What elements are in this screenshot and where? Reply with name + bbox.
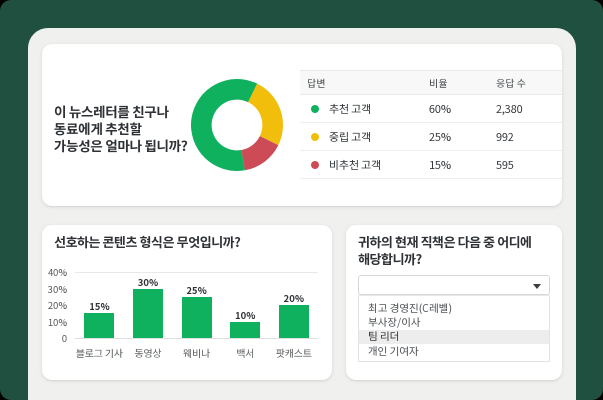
legend-dot-detractor — [311, 160, 319, 169]
content-format-title: 선호하는 콘텐츠 형식은 무엇입니까? — [54, 232, 241, 251]
bar-블로그 기사 — [84, 313, 115, 338]
gridline-40pct — [75, 272, 318, 273]
dropdown-option-1[interactable]: 최고 경영진(C레벨) — [368, 300, 452, 316]
y-tick-label: 30% — [47, 281, 67, 296]
row-percent: 60% — [429, 100, 451, 117]
table-row: 추천 고객 60% 2,380 — [300, 95, 562, 123]
row-percent: 15% — [429, 156, 451, 173]
nps-donut-chart — [191, 79, 283, 171]
y-tick-label: 10% — [47, 314, 67, 329]
chevron-down-icon — [533, 284, 541, 289]
row-answer-cell: 추천 고객 — [300, 101, 429, 117]
bar-value-label: 30% — [137, 274, 159, 289]
bar-동영상 — [132, 288, 163, 338]
y-tick-label: 20% — [47, 298, 67, 312]
nps-question-line1: 이 뉴스레터를 친구나 — [54, 101, 169, 121]
row-label: 비추천 고객 — [329, 156, 381, 173]
bar-value-label: 15% — [89, 299, 110, 314]
bar-category-label: 웨비나 — [183, 345, 210, 360]
donut-segment-추천 고객 — [191, 79, 258, 171]
dropdown-option-4[interactable]: 개인 기여자 — [368, 343, 419, 359]
y-tick-label: 0 — [61, 331, 67, 345]
row-answer-cell: 비추천 고객 — [300, 157, 429, 173]
legend-dot-passive — [311, 132, 319, 141]
dropdown-option-2[interactable]: 부사장/이사 — [368, 314, 421, 330]
donut-segment-비추천 고객 — [241, 136, 279, 171]
row-label: 추천 고객 — [329, 100, 371, 117]
x-axis-line — [75, 338, 318, 339]
nps-question-line3: 가능성은 얼마나 됩니까? — [54, 135, 188, 155]
bar-value-label: 25% — [186, 282, 207, 297]
row-label: 중립 고객 — [329, 128, 371, 145]
role-title-line1: 귀하의 현재 직책은 다음 중 어디에 — [358, 232, 532, 251]
role-question-title: 귀하의 현재 직책은 다음 중 어디에 해당합니까? — [358, 233, 532, 267]
bar-category-label: 블로그 기사 — [75, 345, 123, 360]
header-percent: 비율 — [429, 75, 448, 90]
row-answer-cell: 중립 고객 — [300, 129, 429, 145]
y-tick-label: 40% — [47, 265, 67, 279]
bar-category-label: 팟캐스트 — [275, 345, 312, 360]
row-count: 992 — [496, 128, 514, 145]
table-row: 비추천 고객 15% 595 — [300, 151, 562, 179]
dropdown-option-3[interactable]: 팀 리더 — [359, 329, 549, 344]
nps-question-text: 이 뉴스레터를 친구나 동료에게 추천할 가능성은 얼마나 됩니까? — [54, 103, 214, 154]
row-count: 2,380 — [496, 100, 523, 117]
donut-segment-중립 고객 — [248, 83, 283, 146]
bar-value-label: 10% — [234, 307, 256, 322]
content-format-card: 선호하는 콘텐츠 형식은 무엇입니까? 0 10% 20% 30% 40% 15% 블로그 … — [42, 225, 332, 380]
role-dropdown-options: 최고 경영진(C레벨) 부사장/이사 팀 리더 개인 기여자 — [358, 295, 550, 363]
role-title-line2: 해당합니까? — [358, 249, 422, 268]
legend-dot-promoter — [311, 104, 319, 113]
nps-results-table: 답변 비율 응답 수 추천 고객 60% 2,380 중립 고객 25% 992… — [300, 70, 562, 179]
role-question-card: 귀하의 현재 직책은 다음 중 어디에 해당합니까? 최고 경영진(C레벨) 부사… — [346, 225, 562, 380]
bar-백서 — [230, 321, 261, 338]
row-count: 595 — [496, 156, 514, 173]
nps-question-card: 이 뉴스레터를 친구나 동료에게 추천할 가능성은 얼마나 됩니까? 답변 비율… — [42, 44, 562, 206]
header-count: 응답 수 — [496, 75, 526, 90]
header-answer: 답변 — [307, 75, 326, 90]
bar-팟캐스트 — [278, 305, 309, 338]
bar-value-label: 20% — [283, 291, 304, 305]
bar-category-label: 백서 — [236, 345, 255, 360]
bar-웨비나 — [181, 296, 212, 338]
bar-category-label: 동영상 — [134, 345, 162, 360]
row-percent: 25% — [429, 128, 451, 145]
nps-question-line2: 동료에게 추천할 — [54, 118, 142, 138]
content-format-bar-chart: 0 10% 20% 30% 40% 15% 블로그 기사 30% 동영상 25% 웨비나 10% 백서 2… — [42, 225, 332, 380]
role-dropdown-select[interactable] — [358, 275, 550, 295]
nps-table-header: 답변 비율 응답 수 — [300, 70, 562, 95]
dashboard-panel: 이 뉴스레터를 친구나 동료에게 추천할 가능성은 얼마나 됩니까? 답변 비율… — [28, 28, 576, 400]
table-row: 중립 고객 25% 992 — [300, 123, 562, 151]
